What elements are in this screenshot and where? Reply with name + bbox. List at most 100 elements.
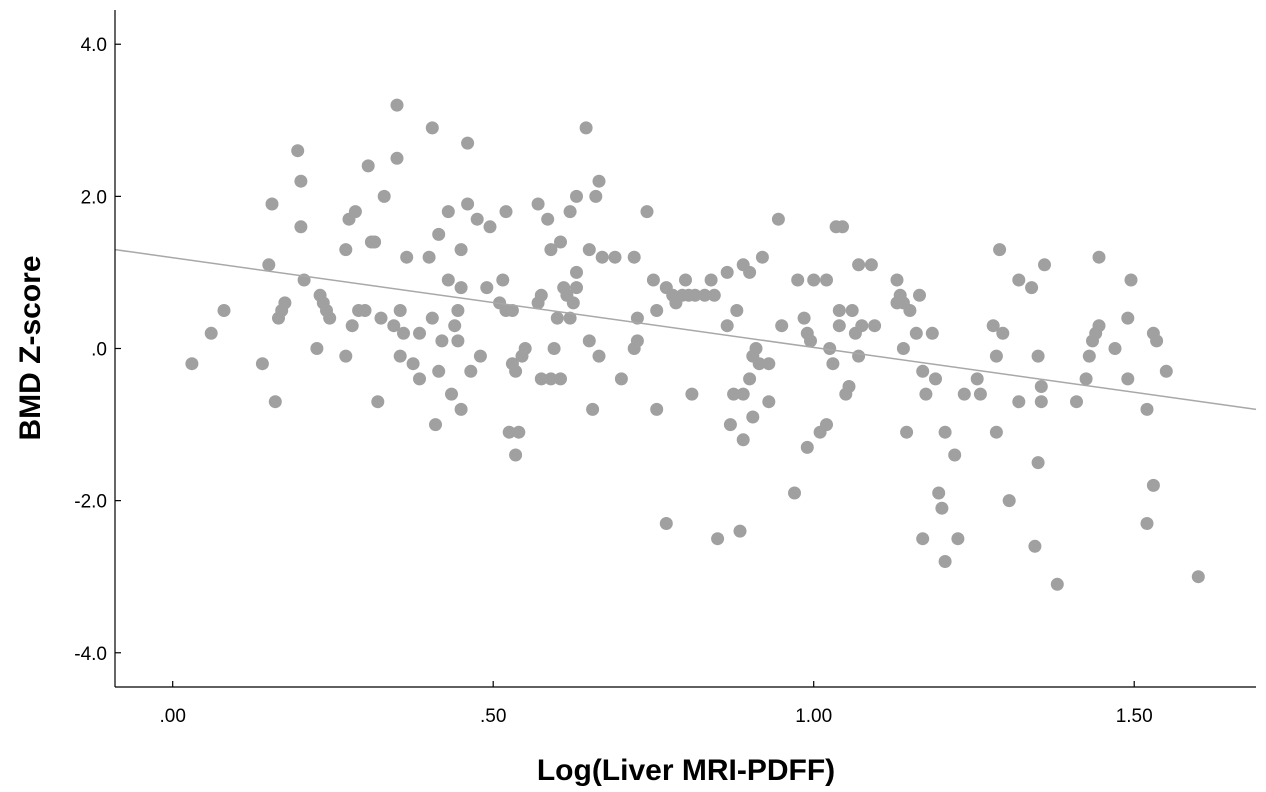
data-point	[989, 425, 1003, 439]
data-point	[1140, 517, 1154, 530]
data-point	[563, 311, 577, 325]
data-point	[534, 288, 548, 302]
data-point	[743, 265, 757, 279]
data-point	[470, 212, 484, 226]
data-point	[614, 372, 628, 386]
data-point	[704, 273, 718, 287]
data-point	[727, 387, 741, 401]
data-point	[627, 250, 641, 264]
data-point	[996, 326, 1010, 340]
data-point	[461, 136, 475, 150]
data-point	[451, 304, 465, 317]
data-point	[951, 532, 965, 546]
data-point	[377, 189, 391, 203]
data-point	[432, 364, 446, 378]
data-point	[1070, 395, 1083, 409]
data-point	[1028, 539, 1042, 553]
data-point	[1012, 273, 1026, 287]
data-point	[413, 372, 426, 386]
data-point	[1012, 395, 1026, 409]
data-point	[845, 304, 859, 317]
data-point	[547, 342, 561, 355]
data-point	[432, 227, 446, 241]
data-point	[733, 524, 747, 538]
data-point	[823, 342, 837, 355]
data-point	[804, 334, 817, 348]
data-point	[544, 243, 558, 257]
data-point	[743, 372, 757, 386]
data-point	[989, 349, 1003, 363]
data-point	[425, 311, 439, 325]
data-point	[473, 349, 487, 363]
data-point	[762, 357, 776, 371]
data-point	[441, 273, 455, 287]
data-point	[855, 319, 869, 333]
data-point	[278, 296, 292, 310]
data-point	[698, 288, 712, 302]
data-point	[570, 265, 583, 279]
data-point	[746, 410, 760, 424]
data-point	[916, 532, 930, 546]
data-point	[903, 304, 917, 317]
data-point	[771, 212, 785, 226]
data-point	[361, 159, 375, 173]
data-point	[650, 304, 664, 317]
data-point	[582, 334, 596, 348]
data-point	[1082, 349, 1096, 363]
data-point	[339, 349, 353, 363]
data-point	[1159, 364, 1173, 378]
data-point	[454, 243, 468, 257]
data-point	[762, 395, 776, 409]
data-point	[348, 205, 362, 219]
data-point	[752, 357, 766, 371]
data-point	[374, 311, 388, 325]
data-point	[948, 448, 962, 462]
data-point	[262, 258, 276, 272]
data-point	[294, 220, 308, 234]
data-point	[1034, 395, 1048, 409]
data-point	[592, 174, 606, 188]
data-point	[217, 304, 231, 317]
data-point	[397, 326, 410, 340]
regression-line	[114, 248, 1257, 411]
data-point	[788, 486, 801, 500]
data-point	[1002, 494, 1016, 508]
data-point	[512, 425, 526, 439]
data-point	[913, 288, 926, 302]
data-point	[368, 235, 382, 249]
data-point	[570, 281, 583, 295]
data-point	[820, 418, 833, 432]
data-point	[832, 304, 846, 317]
data-point	[509, 364, 523, 378]
data-point	[393, 349, 407, 363]
data-point	[755, 250, 769, 264]
data-point	[842, 380, 856, 393]
data-point	[688, 288, 702, 302]
data-point	[820, 273, 833, 287]
data-point	[868, 319, 882, 333]
data-point	[916, 364, 930, 378]
data-point	[422, 250, 436, 264]
data-point	[925, 326, 939, 340]
data-point	[1079, 372, 1093, 386]
data-point	[294, 174, 308, 188]
data-point	[986, 319, 1000, 333]
data-point	[720, 319, 734, 333]
data-point	[896, 342, 910, 355]
y-tick-label: 2.0	[81, 187, 107, 208]
x-axis-title: Log(Liver MRI-PDFF)	[537, 754, 835, 787]
data-point	[935, 501, 949, 515]
data-point	[650, 402, 664, 416]
data-point	[451, 334, 465, 348]
data-point	[496, 273, 510, 287]
data-point	[310, 342, 324, 355]
data-point	[1092, 319, 1106, 333]
data-point	[864, 258, 878, 272]
y-tick-label: .0	[91, 340, 107, 361]
data-point	[938, 555, 952, 568]
data-point	[736, 433, 750, 447]
data-point	[505, 304, 519, 317]
data-point	[425, 121, 439, 135]
data-point	[608, 250, 622, 264]
data-point	[1025, 281, 1039, 295]
